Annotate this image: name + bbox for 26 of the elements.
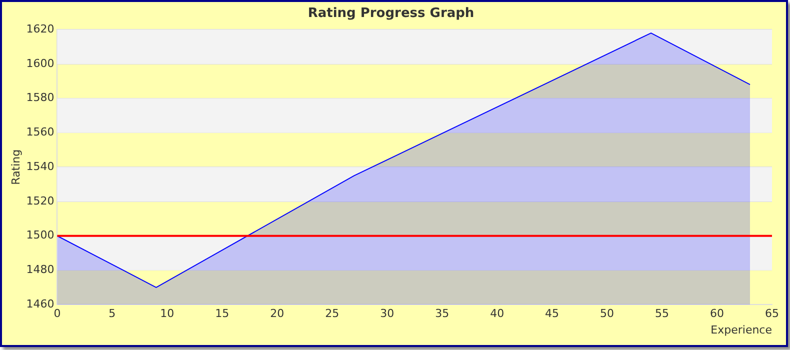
x-tick-label: 5 [108, 307, 116, 320]
y-tick-label: 1560 [26, 126, 54, 139]
x-tick-label: 15 [215, 307, 230, 320]
x-tick-label: 30 [380, 307, 394, 320]
y-tick-label: 1620 [26, 22, 54, 36]
y-tick-label: 1520 [26, 194, 54, 208]
y-tick-label: 1480 [26, 263, 54, 276]
x-tick-label: 40 [490, 307, 504, 320]
x-tick-label: 55 [655, 307, 670, 320]
y-tick-label: 1500 [26, 228, 54, 242]
y-tick-label: 1460 [26, 297, 54, 310]
x-tick-label: 45 [545, 307, 560, 320]
chart-title: Rating Progress Graph [308, 6, 474, 22]
x-tick-label: 50 [600, 307, 614, 320]
y-axis-title: Rating [9, 149, 22, 185]
y-tick-label: 1540 [26, 160, 54, 173]
x-tick-label: 25 [325, 307, 340, 320]
x-tick-label: 0 [54, 307, 61, 320]
y-tick-label: 1600 [26, 56, 54, 70]
x-tick-label: 60 [710, 307, 724, 320]
x-tick-label: 35 [435, 307, 450, 320]
x-tick-label: 65 [765, 307, 779, 320]
x-tick-label: 20 [270, 307, 284, 320]
x-tick-label: 10 [160, 307, 174, 320]
x-axis-title: Experience [710, 323, 772, 336]
y-tick-label: 1580 [26, 91, 54, 104]
